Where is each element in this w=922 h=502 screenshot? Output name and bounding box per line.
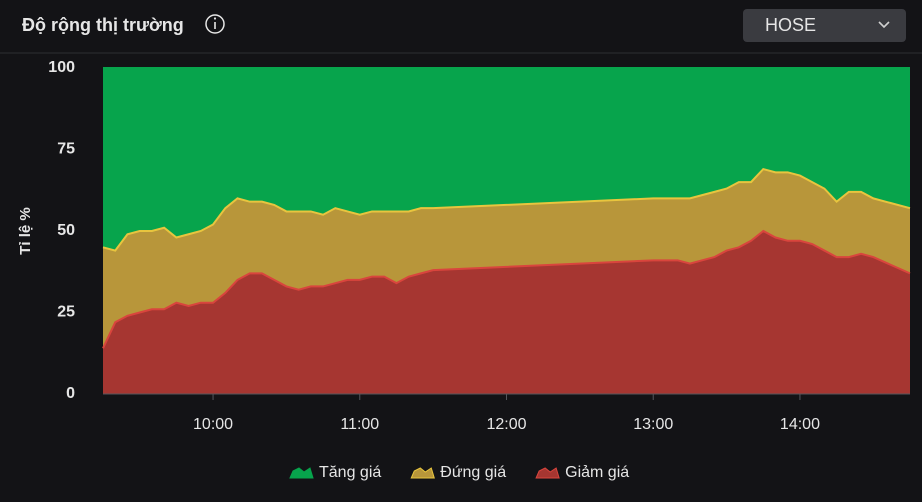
y-tick-label: 0 bbox=[66, 385, 75, 402]
widget-title: Độ rộng thị trường bbox=[22, 15, 184, 35]
y-tick-label: 75 bbox=[57, 141, 75, 158]
dropdown-value: HOSE bbox=[765, 15, 816, 35]
legend-item: Đứng giá bbox=[410, 464, 506, 481]
market-dropdown[interactable]: HOSE bbox=[743, 9, 906, 42]
y-tick-label: 100 bbox=[48, 59, 75, 76]
info-icon[interactable] bbox=[205, 14, 225, 34]
legend-swatch bbox=[289, 467, 314, 479]
y-axis-label: Tỉ lệ % bbox=[17, 207, 34, 255]
x-tick-label: 13:00 bbox=[633, 416, 673, 433]
x-tick-label: 14:00 bbox=[780, 416, 820, 433]
x-tick-label: 11:00 bbox=[340, 416, 379, 433]
area bbox=[103, 231, 910, 394]
legend-label: Tăng giá bbox=[319, 464, 381, 481]
legend-item: Giảm giá bbox=[535, 464, 629, 481]
area-edge bbox=[102, 167, 911, 252]
x-tick-label: 12:00 bbox=[486, 416, 526, 433]
legend-item: Tăng giá bbox=[289, 464, 381, 481]
legend-swatch bbox=[410, 467, 435, 479]
legend-label: Giảm giá bbox=[565, 464, 629, 481]
area-edge bbox=[102, 229, 911, 349]
area bbox=[103, 68, 910, 251]
y-tick-label: 25 bbox=[57, 304, 75, 321]
legend-label: Đứng giá bbox=[440, 464, 506, 481]
area bbox=[103, 169, 910, 349]
y-tick-label: 50 bbox=[57, 222, 75, 239]
legend-swatch bbox=[535, 467, 560, 479]
x-tick-label: 10:00 bbox=[193, 416, 233, 433]
